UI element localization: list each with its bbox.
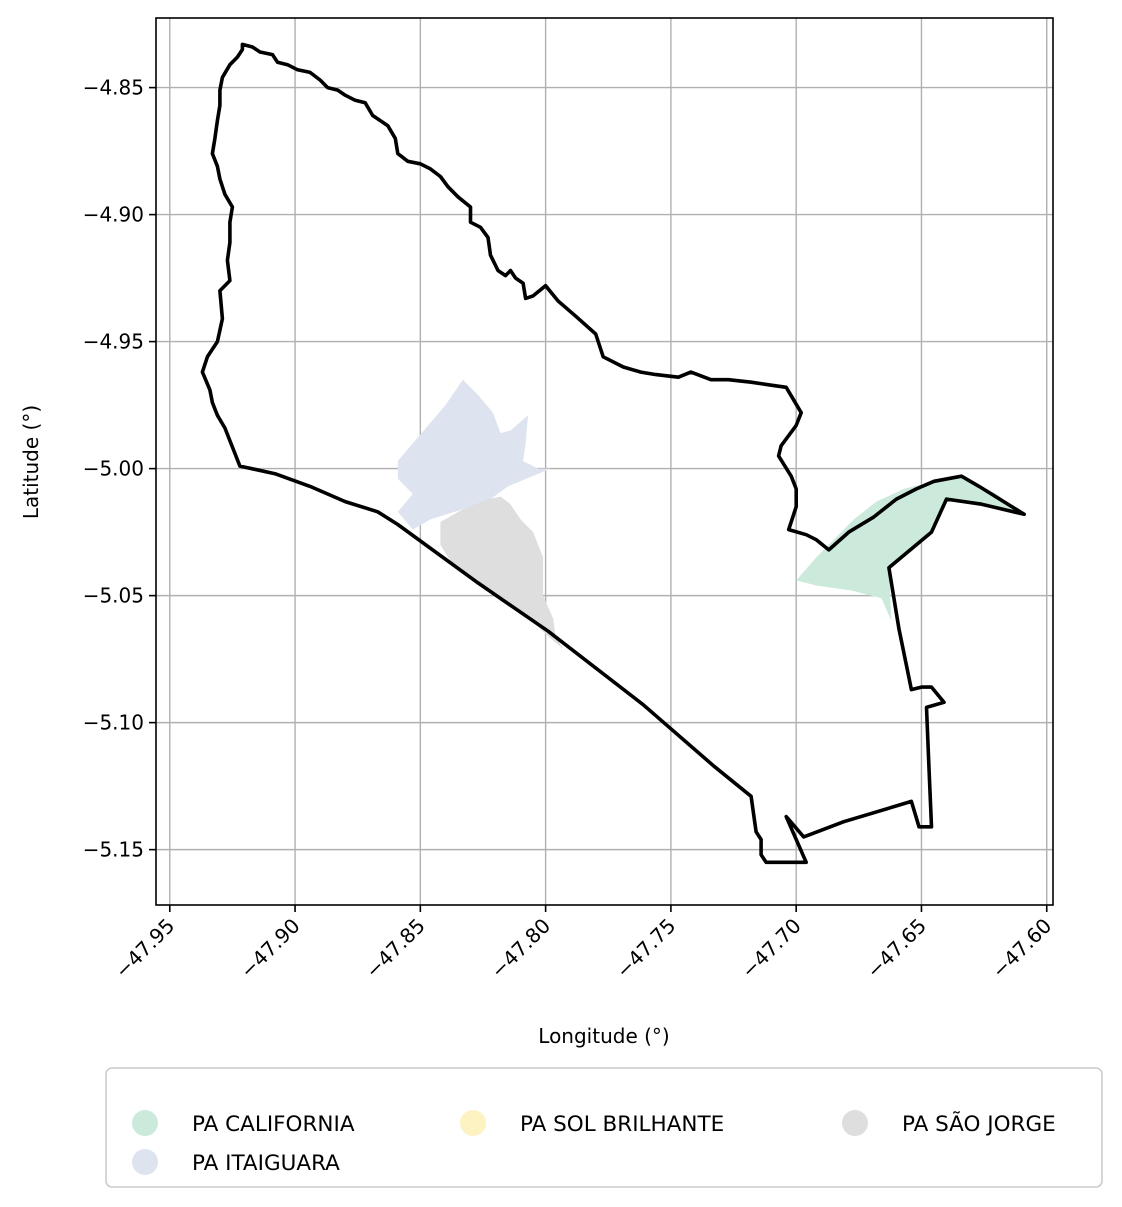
legend-label: PA SOL BRILHANTE [520,1112,724,1137]
y-tick-label: −5.15 [83,838,144,862]
y-tick-label: −4.90 [83,203,144,227]
municipality-boundary [200,42,1026,865]
legend-label: PA SÃO JORGE [902,1110,1056,1137]
x-axis-label: Longitude (°) [538,1024,669,1048]
legend-frame [105,1067,1103,1188]
y-tick-label: −5.05 [83,584,144,608]
legend-marker [460,1110,486,1136]
legend-marker [842,1110,868,1136]
y-tick-label: −5.10 [83,711,144,735]
settlement-area [440,496,564,649]
y-axis-label: Latitude (°) [19,405,43,519]
legend-label: PA CALIFORNIA [192,1112,355,1137]
plot-area [155,17,1054,906]
legend-label: PA ITAIGUARA [192,1151,340,1176]
legend: PA CALIFORNIA PA ITAIGUARA PA SOL BRILHANT… [105,1067,1103,1188]
legend-marker [132,1149,158,1175]
axes-frame [155,17,1054,906]
legend-marker [132,1110,158,1136]
settlement-area [397,379,551,530]
legend-items: PA CALIFORNIA PA ITAIGUARA PA SOL BRILHANT… [132,1110,1056,1176]
boundary-outline [200,42,1026,865]
y-tick-label: −5.00 [83,457,144,481]
y-tick-label: −4.95 [83,330,144,354]
y-tick-label: −4.85 [83,76,144,100]
